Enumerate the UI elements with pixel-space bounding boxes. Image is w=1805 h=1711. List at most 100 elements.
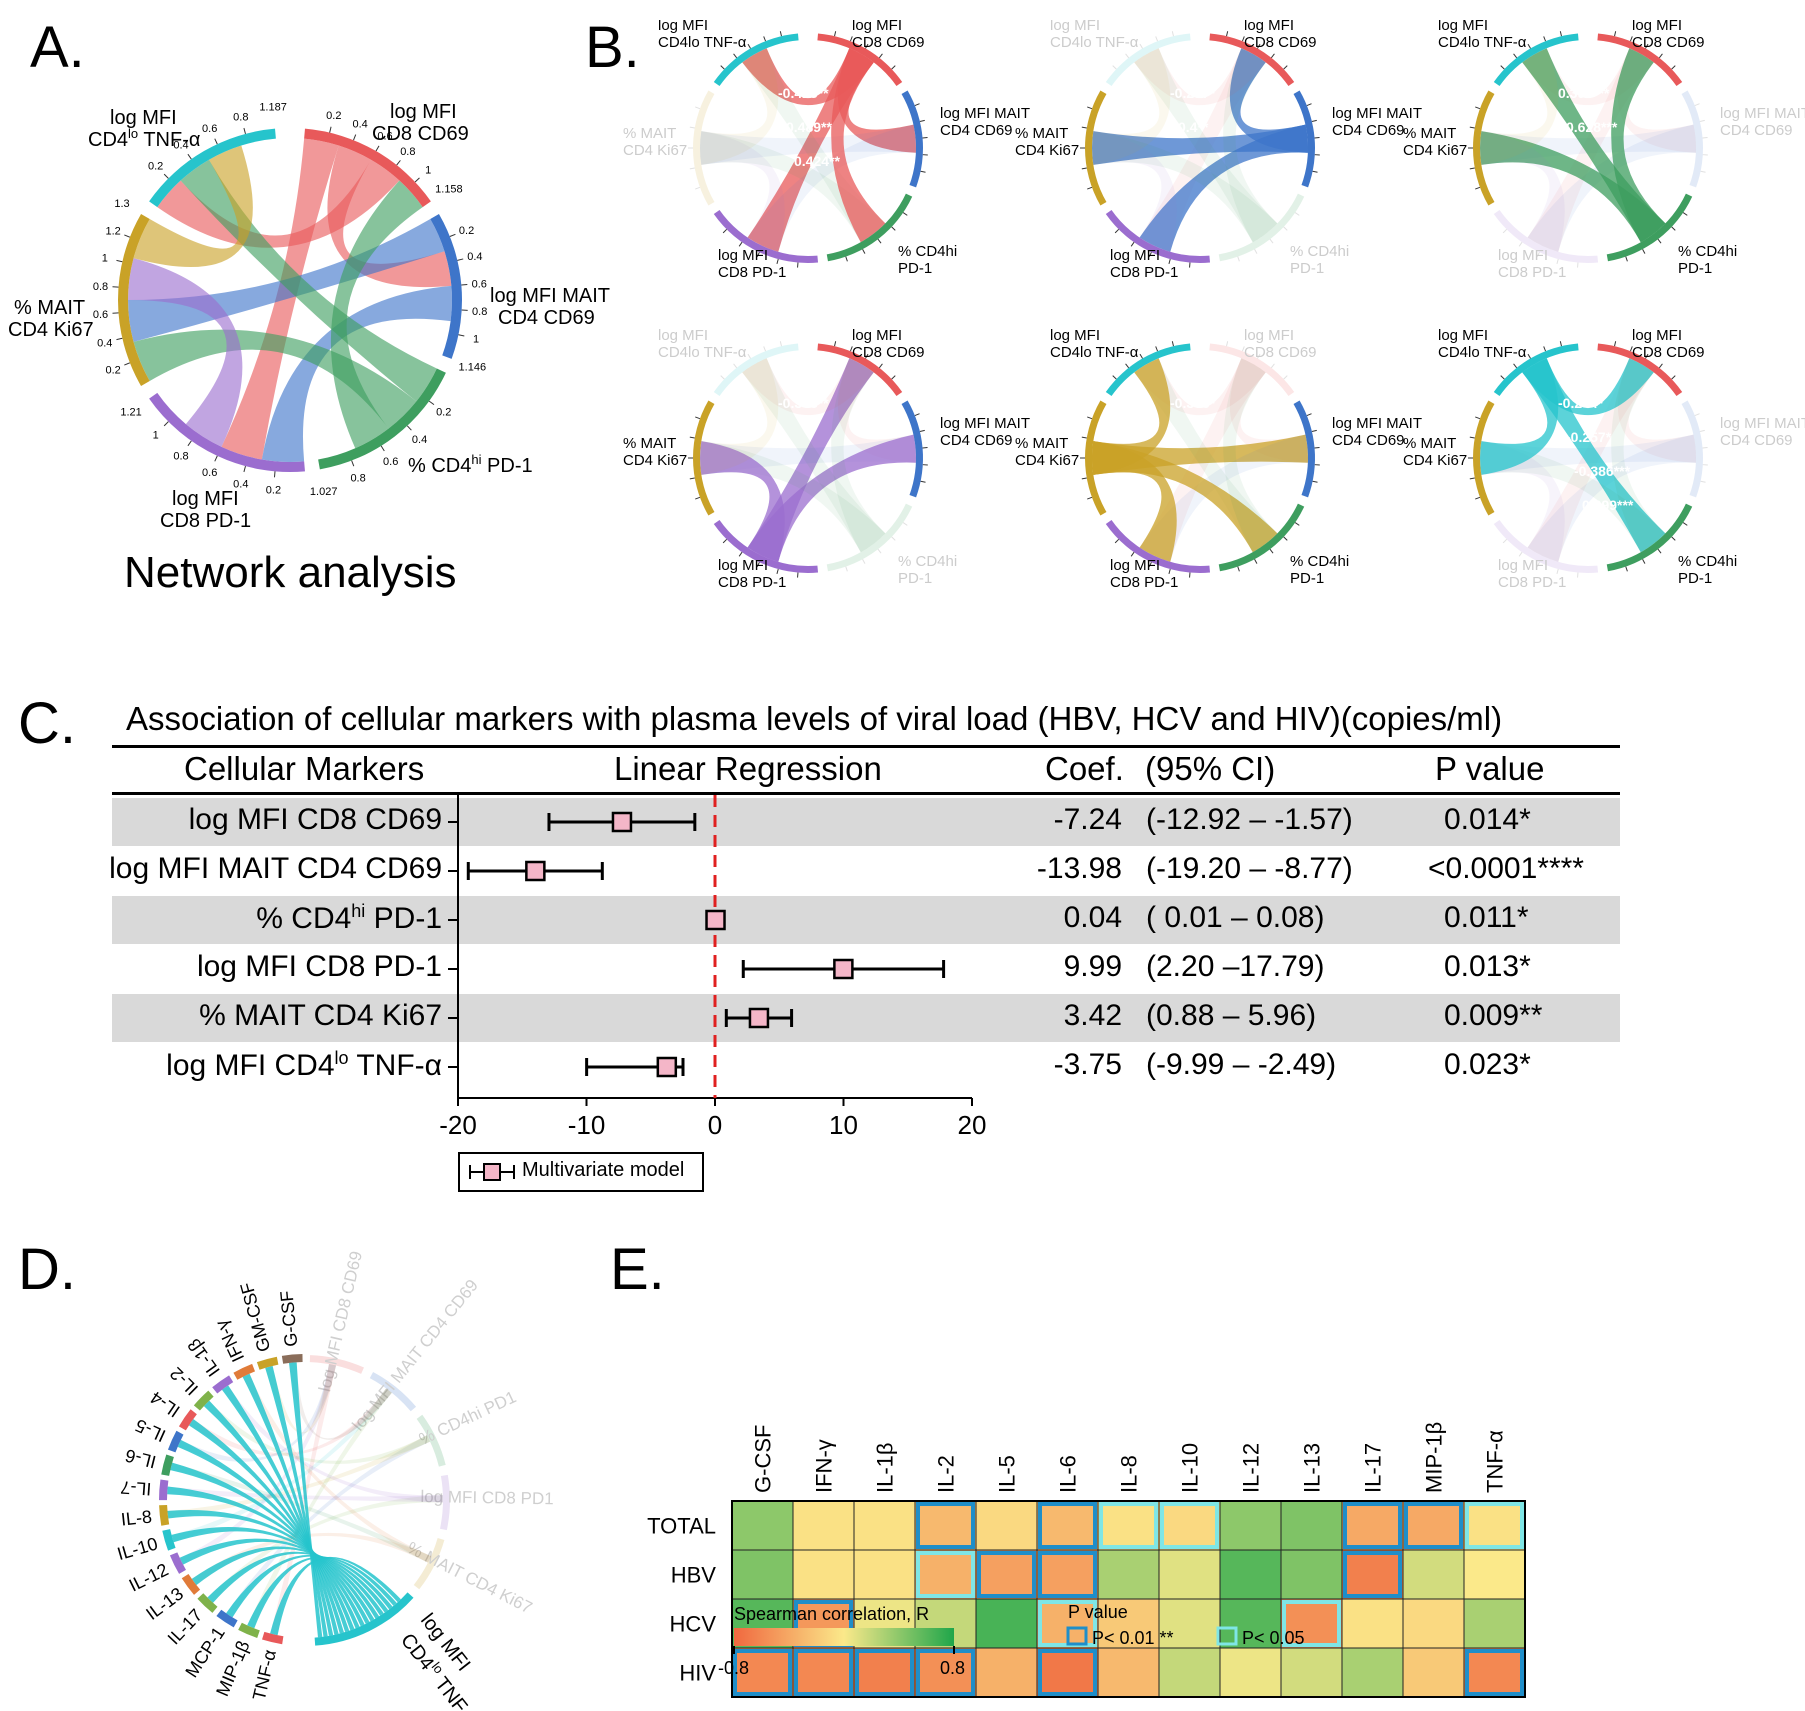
axis-tick-b	[1114, 228, 1120, 234]
heatmap-column-label: IL-6	[1056, 1455, 1081, 1493]
heatmap-column-label: IL-5	[995, 1455, 1020, 1493]
axis-tick-b	[1475, 496, 1481, 500]
axis-tick-b	[720, 375, 725, 380]
axis-tick-b	[877, 548, 882, 554]
tick-label-a: 0.4	[412, 434, 427, 446]
heatmap-cell	[853, 1647, 916, 1698]
tick-label-a: 0.2	[148, 161, 163, 173]
axis-tick-a	[375, 145, 380, 152]
chord-ribbon-b	[700, 441, 785, 562]
cyan-ribbon	[247, 1556, 397, 1629]
axis-tick-b	[845, 256, 848, 262]
chord-ribbon-b	[1134, 48, 1266, 106]
axis-tick-b	[733, 53, 738, 59]
chord-ribbon-b	[1229, 48, 1308, 153]
node-label-b: CD8 CD69	[1244, 344, 1317, 361]
node-arc-b	[1085, 400, 1107, 516]
x-tick-label: 10	[829, 1110, 858, 1140]
axis-tick-b	[1642, 248, 1646, 254]
significance-box	[1160, 1502, 1219, 1549]
heatmap-cell	[731, 1549, 794, 1600]
coef-point	[705, 909, 726, 931]
r-legend-title: Spearman correlation, R	[734, 1604, 929, 1624]
x-tick-label: 0	[708, 1110, 722, 1140]
axis-tick-b	[1081, 167, 1087, 170]
node-label-b: % CD4hi	[898, 553, 957, 570]
faint-ribbon	[177, 1364, 337, 1462]
node-label-b: log MFI	[1438, 20, 1488, 34]
tick-label-max-a: 1.3	[114, 198, 129, 210]
axis-tick-b	[689, 477, 695, 480]
cytokine-arc	[159, 1479, 169, 1501]
node-label-b: log MFI MAIT	[940, 105, 1030, 122]
significance-box	[916, 1649, 975, 1696]
chord-ribbon-b	[1480, 48, 1559, 165]
coef-value: -3.75	[1053, 1048, 1122, 1081]
axis-tick-b	[1148, 252, 1152, 257]
axis-tick-b	[1139, 353, 1143, 359]
node-label-b: % MAIT	[1403, 435, 1456, 452]
node-arc-b	[1473, 90, 1495, 206]
chord-ribbon-b	[700, 124, 916, 165]
significance-box	[1282, 1600, 1341, 1647]
axis-tick-a	[214, 138, 218, 145]
chord-ribbon-b	[1092, 131, 1177, 252]
axis-tick-a	[116, 259, 123, 263]
heatmap-column-label: TNF-α	[1483, 1430, 1508, 1493]
chord-ribbon-b	[1611, 48, 1666, 243]
node-label-b: CD4 CD69	[1332, 122, 1405, 139]
axis-tick-b	[733, 363, 738, 369]
cytokine-arc	[281, 1354, 303, 1364]
axis-tick-b	[1125, 363, 1130, 369]
axis-tick-b	[763, 346, 767, 352]
node-label-b: CD4lo TNF-α	[658, 34, 747, 51]
node-label-b: CD4 Ki67	[623, 142, 687, 159]
faint-ribbon	[270, 1364, 337, 1636]
heatmap: G-CSF IFN-γ IL-1β IL-2 IL-5 IL-6 IL-8 IL-10 IL-1…	[647, 1422, 1526, 1698]
chord-ribbon-b	[1223, 358, 1278, 553]
node-label-b: CD8 PD-1	[1498, 574, 1566, 591]
cytokine-arc	[162, 1529, 176, 1551]
panel-a-labels: log MFI CD8 CD69 log MFI MAIT CD4 CD69 %…	[8, 101, 610, 532]
node-label-b: log MFI MAIT	[940, 415, 1030, 432]
header-coef: Coef.	[1045, 750, 1124, 787]
chord-ribbon-b	[700, 358, 779, 475]
heatmap-cell	[1463, 1647, 1526, 1698]
axis-tick-b	[1294, 212, 1300, 216]
chord-ribbon-a	[157, 159, 400, 248]
axis-tick-b	[756, 562, 760, 567]
axis-tick-a	[243, 466, 246, 473]
node-arc-b	[901, 400, 923, 498]
axis-tick-b	[695, 186, 701, 190]
axis-tick-a	[458, 334, 465, 337]
heatmap-cell	[1219, 1598, 1282, 1649]
node-label-b: log MFI	[1498, 247, 1548, 264]
correlation-annotation: 0.399***	[1558, 85, 1610, 101]
network-analysis-caption: Network analysis	[124, 548, 457, 597]
coef-value: 3.42	[1063, 999, 1122, 1032]
node-label-b: log MFI	[1110, 557, 1160, 574]
axis-tick-b	[845, 566, 848, 572]
heatmap-column-label: IL-13	[1300, 1443, 1325, 1493]
heatmap-cell	[975, 1500, 1038, 1551]
axis-tick-a	[163, 173, 169, 179]
chord-ribbon-b	[747, 434, 916, 562]
heatmap-cell	[1280, 1647, 1343, 1698]
cyan-ribbon	[226, 1554, 393, 1618]
tick-label-a: 0.4	[467, 251, 482, 263]
tick-label-a: 1	[102, 253, 108, 265]
node-label-b: CD4 CD69	[1720, 432, 1793, 449]
correlation-annotation: -0.386***	[1574, 463, 1631, 479]
axis-tick-a	[187, 440, 192, 447]
axis-tick-b	[1226, 341, 1229, 347]
axis-tick-b	[779, 341, 782, 347]
cytokine-arc	[167, 1430, 184, 1453]
heatmap-column-label: IFN-γ	[812, 1439, 837, 1493]
axis-tick-b	[776, 258, 779, 265]
chord-ribbon-b	[1139, 124, 1308, 252]
node-label-b: CD4 Ki67	[1403, 452, 1467, 469]
node-arc-b	[826, 193, 913, 262]
axis-tick-b	[1254, 248, 1258, 254]
cytokine-label: IL-7	[120, 1477, 152, 1499]
correlation-annotation: -0.368**	[778, 395, 829, 411]
